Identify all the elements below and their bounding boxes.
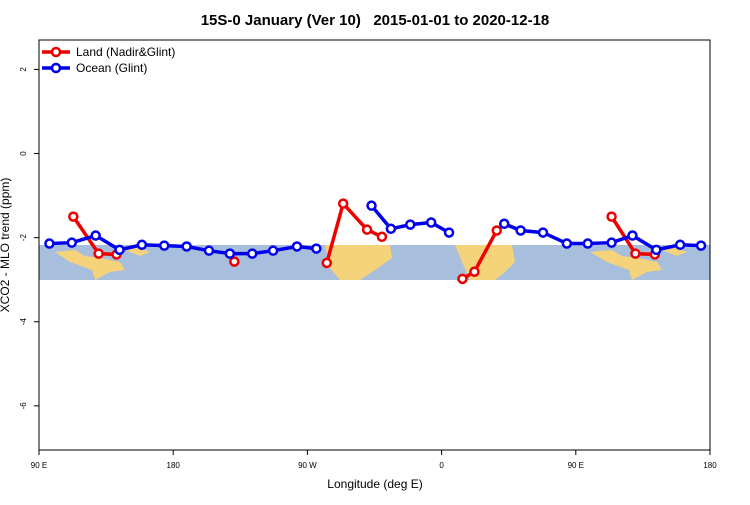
point: [66, 237, 78, 248]
point: [366, 200, 377, 211]
point: [443, 227, 455, 238]
point: [606, 237, 617, 248]
point: [203, 245, 215, 256]
point: [44, 238, 55, 249]
point: [376, 231, 388, 243]
x-tick-label: 90 W: [298, 461, 317, 470]
point: [515, 225, 526, 236]
x-tick-label: 90 E: [568, 461, 584, 470]
x-tick-label: 0: [439, 461, 444, 470]
point: [337, 198, 349, 209]
point: [561, 238, 573, 249]
point: [159, 240, 170, 251]
point: [537, 227, 549, 238]
point: [695, 240, 707, 251]
plot-frame: [38, 39, 711, 451]
y-tick-label: -6: [19, 402, 28, 410]
point: [114, 244, 125, 256]
legend-marker: [50, 46, 62, 58]
point: [224, 248, 236, 259]
x-tick-label: 180: [703, 461, 717, 470]
point: [425, 217, 437, 228]
legend-label: Land (Nadir&Glint): [76, 45, 175, 59]
y-tick-label: 2: [19, 67, 28, 72]
point: [267, 245, 279, 256]
point: [321, 257, 333, 269]
point: [674, 239, 686, 251]
point: [385, 223, 397, 235]
point: [606, 211, 617, 222]
point: [311, 243, 322, 254]
point: [68, 211, 79, 222]
point: [136, 239, 148, 251]
legend-label: Ocean (Glint): [76, 61, 147, 75]
chart-title: 15S-0 January (Ver 10) 2015-01-01 to 202…: [201, 12, 550, 29]
point: [405, 219, 416, 230]
point: [181, 241, 192, 252]
point: [469, 266, 480, 277]
land-shape: [590, 250, 662, 280]
x-axis-label: Longitude (deg E): [327, 477, 422, 491]
point: [246, 248, 258, 259]
point: [491, 225, 503, 236]
y-tick-label: -4: [19, 318, 28, 326]
legend-marker: [50, 62, 62, 74]
map-strip: [39, 245, 710, 280]
y-tick-label: 0: [19, 151, 28, 156]
y-tick-label: -2: [19, 234, 28, 242]
point: [627, 230, 638, 241]
point: [582, 238, 593, 249]
point: [229, 256, 240, 267]
point: [651, 244, 662, 256]
y-axis-label: XCO2 - MLO trend (ppm): [0, 178, 12, 313]
point: [361, 224, 373, 235]
x-tick-label: 180: [167, 461, 181, 470]
point: [93, 248, 104, 259]
point: [498, 218, 510, 230]
land-shape: [55, 250, 125, 280]
point: [457, 273, 468, 285]
land-shape: [325, 245, 392, 280]
point: [630, 248, 641, 259]
point: [291, 241, 303, 252]
x-tick-label: 90 E: [31, 461, 47, 470]
point: [90, 230, 101, 241]
